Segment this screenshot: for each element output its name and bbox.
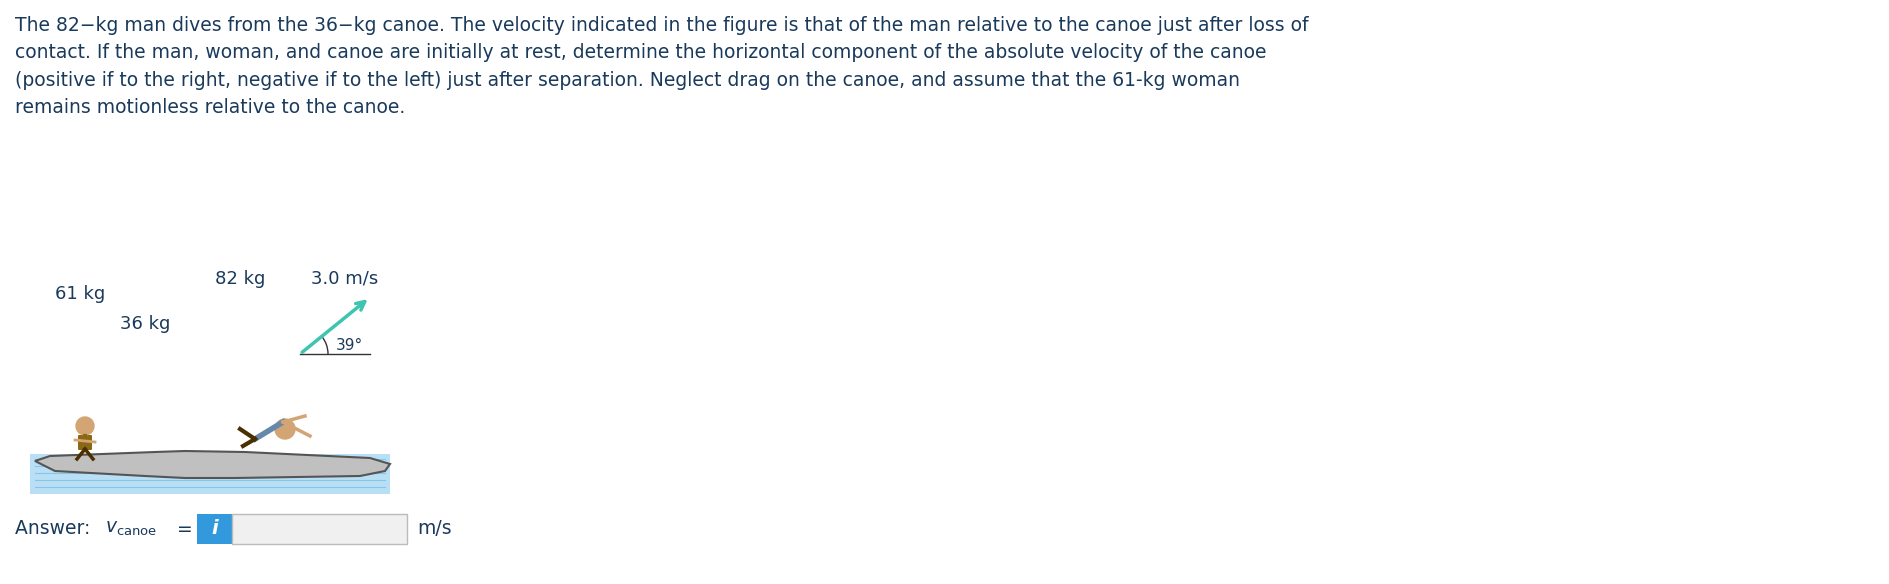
FancyBboxPatch shape [30,454,389,494]
Polygon shape [36,451,389,478]
Text: =: = [178,520,193,538]
FancyBboxPatch shape [232,514,406,544]
Circle shape [76,417,94,435]
Text: i: i [212,520,217,538]
Text: Answer:: Answer: [15,520,96,538]
Circle shape [276,419,295,439]
Text: 3.0 m/s: 3.0 m/s [312,269,378,287]
Text: $v_{\rm canoe}$: $v_{\rm canoe}$ [106,520,157,538]
Text: m/s: m/s [417,520,451,538]
Text: 61 kg: 61 kg [55,285,106,303]
FancyBboxPatch shape [196,514,232,544]
Text: The 82−kg man dives from the 36−kg canoe. The velocity indicated in the figure i: The 82−kg man dives from the 36−kg canoe… [15,16,1307,117]
Text: 39°: 39° [336,339,363,353]
Text: 36 kg: 36 kg [119,315,170,333]
Text: 82 kg: 82 kg [215,270,264,288]
FancyBboxPatch shape [77,435,93,450]
